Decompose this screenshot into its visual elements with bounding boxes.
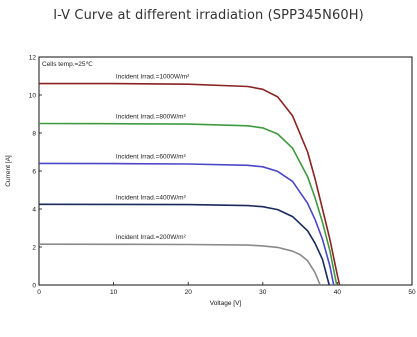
x-tick-label: 30 bbox=[259, 289, 267, 296]
series-label: Incident Irrad.=200W/m² bbox=[116, 234, 187, 241]
series-line bbox=[38, 203, 330, 286]
x-tick-label: 10 bbox=[110, 289, 118, 296]
y-tick-label: 4 bbox=[32, 206, 36, 213]
series-label: Incident Irrad.=1000W/m² bbox=[116, 74, 190, 81]
plot-area bbox=[38, 56, 413, 286]
x-tick-label: 0 bbox=[37, 289, 41, 296]
series-label: Incident Irrad.=800W/m² bbox=[116, 114, 187, 121]
series-label: Incident Irrad.=600W/m² bbox=[116, 153, 187, 160]
x-tick-label: 20 bbox=[185, 289, 193, 296]
y-axis-label: Current [A] bbox=[5, 155, 12, 187]
series-line bbox=[39, 82, 341, 286]
x-tick-label: 50 bbox=[408, 289, 416, 296]
series-line bbox=[38, 162, 335, 286]
x-axis-label: Voltage [V] bbox=[210, 300, 242, 307]
series-label: Incident Irrad.=400W/m² bbox=[116, 194, 187, 201]
y-tick-label: 12 bbox=[29, 54, 37, 61]
chart-title: I-V Curve at different irradiation (SPP3… bbox=[53, 8, 364, 23]
y-tick-label: 0 bbox=[32, 282, 36, 289]
y-tick-label: 6 bbox=[32, 168, 36, 175]
cells-temp-annotation: Cells temp.=25℃ bbox=[42, 61, 94, 68]
series-line bbox=[38, 243, 321, 286]
y-tick-label: 2 bbox=[32, 244, 36, 251]
y-tick-label: 10 bbox=[29, 92, 37, 99]
x-tick-label: 40 bbox=[334, 289, 342, 296]
y-tick-label: 8 bbox=[32, 130, 36, 137]
series-line bbox=[38, 122, 338, 286]
